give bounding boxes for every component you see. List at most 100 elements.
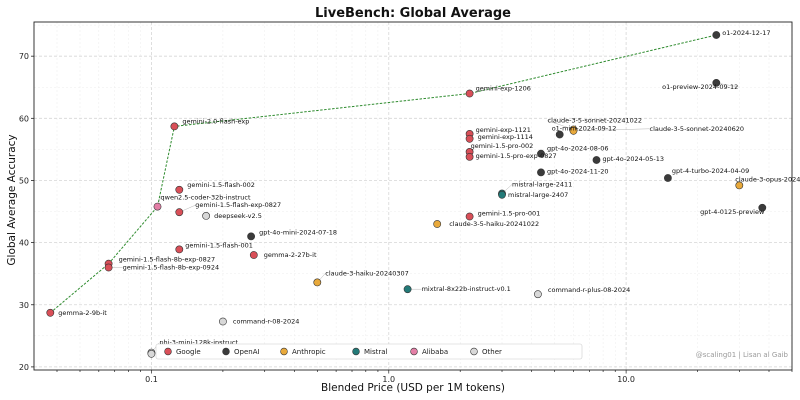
y-axis-label: Global Average Accuracy xyxy=(6,134,18,265)
legend-label-alibaba: Alibaba xyxy=(422,348,448,356)
point-claude-3-5-haiku-20241022 xyxy=(433,220,442,228)
point-gpt-4-turbo-2024-04-09 xyxy=(664,174,672,182)
point-gemini-1.5-flash-exp-0827 xyxy=(175,208,184,217)
point-gemini-exp-1114 xyxy=(465,134,474,143)
point-gemma-2-27b-it xyxy=(249,251,258,259)
point-label: gemini-1.5-flash-exp-0827 xyxy=(195,201,281,209)
x-tick-label: 1.0 xyxy=(382,375,395,384)
plot-area xyxy=(34,22,792,370)
point-gemini-1.5-flash-8b-exp-0924 xyxy=(104,263,113,272)
point-gpt-4-0125-preview xyxy=(758,203,767,212)
point-label: claude-3-opus-20240229 xyxy=(735,175,800,183)
point-label: o1-preview-2024-09-12 xyxy=(662,83,738,91)
watermark: @scaling01 | Lisan al Gaib xyxy=(696,351,789,359)
legend-label-anthropic: Anthropic xyxy=(292,348,326,356)
point-label: gemini-1.5-flash-8b-exp-0827 xyxy=(119,256,216,264)
point-labels: o1-2024-12-17 o1-preview-2024-09-12 gemini… xyxy=(58,29,800,359)
y-tick-label: 50 xyxy=(19,176,29,185)
point-gemini-1.5-flash-002 xyxy=(175,185,184,194)
point-label: gemini-1.5-flash-8b-exp-0924 xyxy=(123,264,220,272)
point-claude-3-opus-20240229 xyxy=(735,181,744,190)
point-label: gpt-4o-2024-05-13 xyxy=(603,155,665,163)
legend-marker-other xyxy=(470,347,478,356)
legend-marker-google xyxy=(164,347,172,356)
point-label: gpt-4-turbo-2024-04-09 xyxy=(672,167,749,175)
legend-marker-openai xyxy=(222,347,230,356)
point-label: gemini-exp-1121 xyxy=(476,126,531,134)
legend-marker-anthropic xyxy=(280,347,288,356)
point-label: mixtral-8x22b-instruct-v0.1 xyxy=(422,285,511,293)
point-label: claude-3-5-sonnet-20240620 xyxy=(650,125,745,133)
point-deepseek-v2.5 xyxy=(202,211,210,220)
point-gemma-2-9b-it xyxy=(46,308,55,317)
point-command-r-plus-08-2024 xyxy=(534,290,542,299)
point-o1-mini-2024-09-12 xyxy=(555,130,564,139)
point-label: command-r-08-2024 xyxy=(233,318,300,326)
point-gpt-4o-mini-2024-07-18 xyxy=(247,232,255,241)
chart-title: LiveBench: Global Average xyxy=(315,6,511,21)
point-label: mistral-large-2407 xyxy=(508,191,568,199)
point-gemini-1.5-pro-exp-0827 xyxy=(465,152,474,161)
point-label: gpt-4o-mini-2024-07-18 xyxy=(259,228,337,236)
legend-label-other: Other xyxy=(482,348,502,356)
point-label: claude-3-haiku-20240307 xyxy=(325,269,408,277)
point-phi-3-mini-4k-instruct xyxy=(147,349,156,358)
point-gemini-1.5-pro-001 xyxy=(465,212,474,221)
point-label: claude-3-5-sonnet-20241022 xyxy=(548,117,643,125)
point-label: gpt-4o-2024-11-20 xyxy=(547,167,609,175)
point-gpt-4o-2024-11-20 xyxy=(537,168,545,177)
point-label: gemini-1.5-pro-001 xyxy=(478,210,541,218)
point-label: gpt-4-0125-preview xyxy=(700,208,765,216)
axes: 20 30 40 50 60 70 0.1 1.0 10.0 xyxy=(19,21,793,384)
point-claude-3-haiku-20240307 xyxy=(313,278,322,287)
y-tick-label: 30 xyxy=(19,301,29,310)
point-mistral-large-2407 xyxy=(498,190,506,199)
frontier-line xyxy=(49,34,717,314)
legend-label-google: Google xyxy=(176,348,201,356)
legend: Google OpenAI Anthropic Mistral Alibaba Other xyxy=(155,343,583,360)
leader-line xyxy=(547,120,574,130)
point-gemini-1.5-flash-001 xyxy=(175,245,184,254)
plot-background xyxy=(34,22,792,370)
point-label: o1-2024-12-17 xyxy=(722,29,770,37)
leader-line xyxy=(573,128,650,132)
point-label: mistral-large-2411 xyxy=(512,181,572,189)
point-gpt-4o-2024-05-13 xyxy=(592,156,601,164)
legend-box xyxy=(155,343,583,360)
point-claude-3-5-sonnet-20240620 xyxy=(569,126,578,135)
point-qwen2.5-coder-32b-instruct xyxy=(153,202,162,211)
point-label: gpt-4o-2024-08-06 xyxy=(547,145,609,153)
point-label: gemini-2.0-flash-exp xyxy=(182,117,249,125)
data-points xyxy=(46,31,767,358)
point-label: phi-3-mini-128k-instruct xyxy=(159,339,238,347)
y-tick-label: 20 xyxy=(19,363,29,372)
point-o1-preview-2024-09-12 xyxy=(712,79,721,87)
point-command-r-08-2024 xyxy=(218,317,227,326)
point-gemini-exp-1206 xyxy=(465,89,474,98)
point-label: qwen2.5-coder-32b-instruct xyxy=(161,194,251,202)
point-mixtral-8x22b-instruct-v0.1 xyxy=(403,285,412,294)
x-tick-label: 0.1 xyxy=(145,375,158,384)
point-gemini-2.0-flash-exp xyxy=(170,122,179,131)
point-label: gemma-2-9b-it xyxy=(58,309,107,317)
point-label: gemma-2-27b-it xyxy=(264,251,317,259)
y-tick-label: 70 xyxy=(19,52,29,61)
point-label: gemini-1.5-flash-002 xyxy=(187,181,255,189)
legend-marker-alibaba xyxy=(410,347,418,356)
x-tick-label: 10.0 xyxy=(617,375,635,384)
x-axis-label: Blended Price (USD per 1M tokens) xyxy=(321,382,505,394)
point-label: gemini-1.5-flash-001 xyxy=(185,241,253,249)
point-label: gemini-1.5-pro-002 xyxy=(471,142,534,150)
legend-label-openai: OpenAI xyxy=(234,348,260,356)
point-label: gemini-1.5-pro-exp-0827 xyxy=(476,152,557,160)
axes-frame xyxy=(33,21,793,371)
pareto-frontier xyxy=(49,34,717,314)
point-label: claude-3-5-haiku-20241022 xyxy=(449,220,539,228)
point-label: deepseek-v2.5 xyxy=(214,212,262,220)
legend-marker-mistral xyxy=(352,347,360,356)
y-tick-label: 60 xyxy=(19,114,29,123)
legend-label-mistral: Mistral xyxy=(364,348,388,356)
point-label: gemini-exp-1206 xyxy=(476,85,531,93)
point-gpt-4o-2024-08-06 xyxy=(537,149,545,158)
